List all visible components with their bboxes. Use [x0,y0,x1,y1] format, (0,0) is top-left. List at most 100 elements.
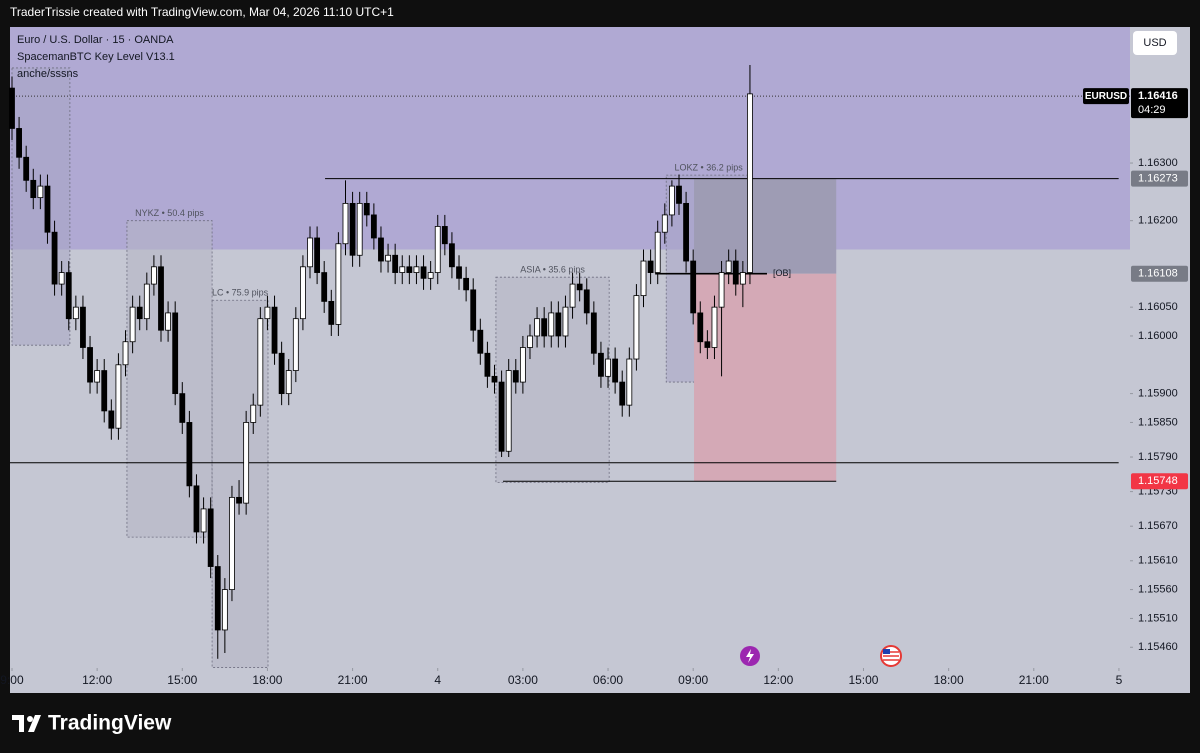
candle-body [16,128,22,158]
candle-body [122,341,129,366]
candle-body [725,260,732,273]
candle-body [370,214,377,239]
candle-body [214,566,221,631]
zone [694,273,837,482]
candle-body [250,404,257,423]
candle-body [732,260,739,285]
candle-body [668,185,675,216]
candle-body [30,179,37,199]
price-tag [1131,170,1188,187]
candle-body [491,375,498,383]
candle-body [676,185,682,204]
candle-body [463,277,470,291]
candle-body [555,312,562,337]
candle-body [65,272,72,320]
x-tick-label: 18:00 [934,673,964,687]
last-price-label: 1.16416 [1138,90,1178,102]
candle-body [193,485,200,533]
x-tick-label: 5 [1116,673,1123,687]
candle-body [690,260,697,314]
y-tick-label: 1.16300 [1138,157,1178,169]
zone [10,27,1130,250]
candle-body [80,306,86,348]
candle-body [484,352,491,377]
zone [126,220,213,538]
header-text: TraderTrissie created with TradingView.c… [10,5,394,19]
candle-body [505,370,512,452]
level-label: [OB] [773,268,791,278]
logo-mark [12,715,41,732]
y-tick-label: 1.15510 [1138,612,1178,624]
candle-body [335,243,342,325]
x-tick-label: 21:00 [1019,673,1049,687]
candle-body [583,289,590,314]
candle-body [9,87,15,129]
candle-body [413,266,420,273]
candle-body [179,393,186,423]
zone-label: LC • 75.9 pips [212,288,269,298]
logo: TradingView [12,712,172,735]
candle-body [264,306,271,320]
candle-body [200,508,207,533]
candle-body [739,272,746,285]
logo-text: TradingView [48,712,172,735]
candle-body [207,508,214,567]
zone [11,67,71,346]
x-tick-label: 21:00 [338,673,368,687]
candle-body [406,266,413,273]
x-tick-label: 9:00 [0,673,24,687]
price-tag-label: 1.16108 [1138,268,1178,280]
currency-button[interactable] [1133,31,1177,55]
event-icon[interactable] [740,646,760,666]
candle-body [151,266,157,285]
y-tick-label: 1.16200 [1138,215,1178,227]
legend-line: Euro / U.S. Dollar · 15 · OANDA [17,34,174,46]
candle-body [186,422,193,487]
candle-body [378,237,384,262]
last-price-name-tag [1083,88,1129,105]
y-tick-label: 1.15790 [1138,451,1178,463]
candle-body [747,93,753,273]
candle-body [661,214,668,233]
candle-body [562,306,569,337]
candle-body [307,237,313,268]
legend-line: anche/sssns [17,68,79,80]
x-tick-label: 4 [434,673,441,687]
candle-body [541,318,548,337]
candle-body [285,370,292,395]
candle-body [590,312,597,354]
candle-body [498,381,505,452]
x-tick-label: 12:00 [82,673,112,687]
candle-body [477,329,484,354]
candle-body [321,272,328,302]
candle-body [94,370,101,383]
price-tag-label: 1.15748 [1138,475,1178,487]
candle-body [576,283,583,291]
flag-icon[interactable] [880,645,902,667]
candle-body [512,370,519,383]
y-tick-label: 1.15610 [1138,555,1178,567]
zone-label: LOKZ • 36.2 pips [675,163,744,173]
plot: NYKZ • 50.4 pips LC • 75.9 pips ASIA • 35.… [0,27,1188,687]
candle-body [165,312,171,331]
y-tick-label: 1.15670 [1138,520,1178,532]
candle-body [640,260,647,297]
candle-body [598,352,604,377]
candle-body [58,272,65,285]
x-tick-label: 03:00 [508,673,538,687]
candle-body [569,283,576,308]
candle-body [72,306,79,320]
candle-body [221,589,228,631]
legend-line: SpacemanBTC Key Level V13.1 [17,51,175,63]
candle-body [683,202,689,262]
candle-body [470,289,477,331]
price-tag [1131,265,1188,282]
zone [694,178,837,274]
flag-icon-canton [883,649,890,654]
zone-label: ASIA • 35.6 pips [520,265,585,275]
candle-body [292,318,299,371]
candle-body [647,260,654,273]
candle-body [229,496,235,591]
price-tag [1131,473,1188,490]
last-price-tag [1131,88,1188,119]
